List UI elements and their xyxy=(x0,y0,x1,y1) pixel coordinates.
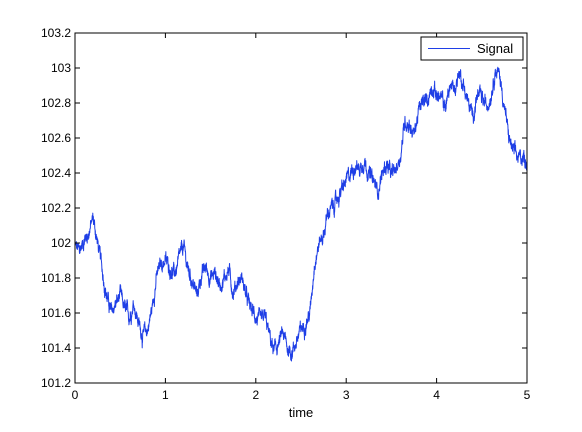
legend-label-signal: Signal xyxy=(477,41,513,56)
x-tick-label: 3 xyxy=(343,388,350,402)
x-tick-label: 4 xyxy=(433,388,440,402)
y-tick-label: 102.4 xyxy=(41,166,71,180)
y-tick-label: 102 xyxy=(51,236,71,250)
y-tick-label: 102.2 xyxy=(41,201,71,215)
y-tick-label: 103.2 xyxy=(41,26,71,40)
y-tick-label: 101.4 xyxy=(41,341,71,355)
x-tick-label: 2 xyxy=(252,388,259,402)
series-layer xyxy=(74,66,528,362)
x-tick-label: 5 xyxy=(524,388,531,402)
series-line-signal xyxy=(74,66,528,362)
y-tick-label: 103 xyxy=(51,61,71,75)
x-axis-title: time xyxy=(289,405,314,420)
x-axis: 0 1 2 3 4 5 xyxy=(72,33,531,402)
y-tick-label: 101.6 xyxy=(41,306,71,320)
x-tick-label: 1 xyxy=(162,388,169,402)
y-tick-label: 101.8 xyxy=(41,271,71,285)
legend: Signal xyxy=(420,36,524,61)
y-axis: 101.2 101.4 101.6 101.8 102 102.2 102.4 102.6 10… xyxy=(41,26,527,390)
legend-box xyxy=(420,36,524,61)
y-tick-label: 101.2 xyxy=(41,376,71,390)
y-tick-label: 102.6 xyxy=(41,131,71,145)
x-tick-label: 0 xyxy=(72,388,79,402)
plot-area xyxy=(75,33,527,383)
y-tick-label: 102.8 xyxy=(41,96,71,110)
